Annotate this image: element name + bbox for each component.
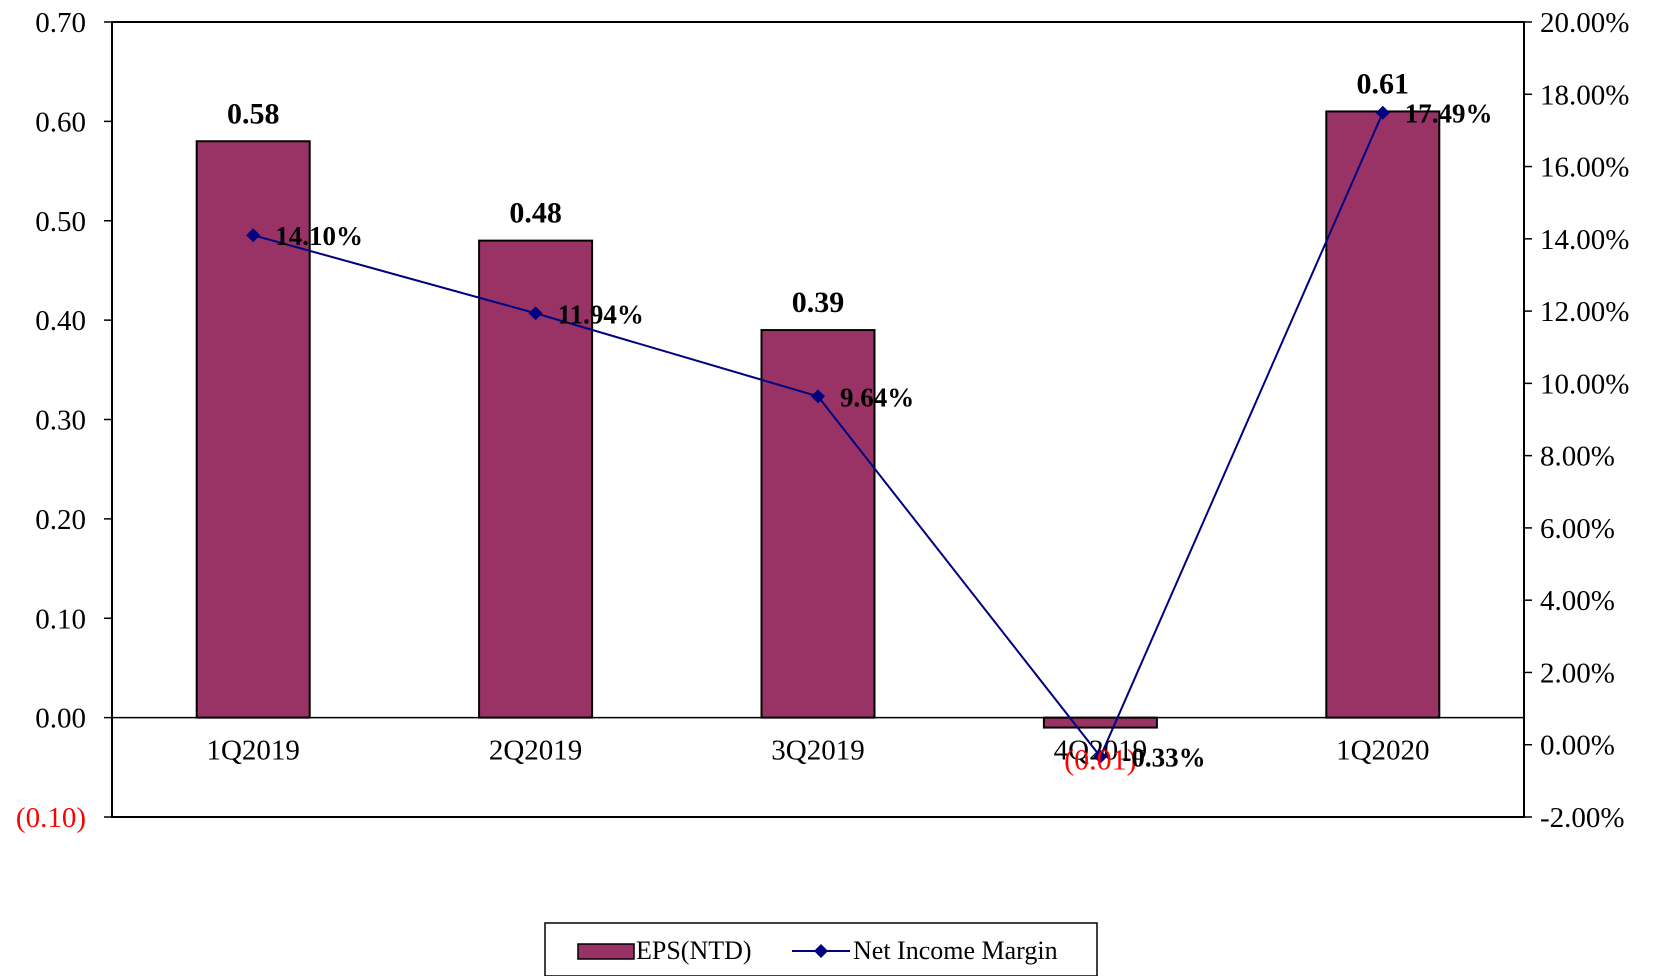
eps-data-label: (0.01) xyxy=(1064,744,1136,777)
eps-data-label: 0.48 xyxy=(509,197,562,230)
x-axis-category-label: 1Q2019 xyxy=(206,735,299,767)
right-axis-tick-label: 10.00% xyxy=(1540,368,1629,400)
net-income-margin-marker xyxy=(811,389,825,404)
legend-bar-label: EPS(NTD) xyxy=(636,936,752,965)
right-axis-tick-label: 6.00% xyxy=(1540,513,1615,545)
x-axis-category-label: 2Q2019 xyxy=(489,735,582,767)
legend-line-marker xyxy=(814,944,828,958)
net-income-margin-marker xyxy=(246,228,261,243)
right-axis-tick-label: 2.00% xyxy=(1540,657,1615,689)
x-axis-category-label: 1Q2020 xyxy=(1336,735,1429,767)
right-axis-tick-label: 8.00% xyxy=(1540,441,1615,473)
left-axis-tick-label: 0.60 xyxy=(35,106,86,138)
net-income-margin-data-label: 9.64% xyxy=(840,382,914,412)
left-axis-tick-label: 0.40 xyxy=(35,305,86,337)
eps-bar xyxy=(1325,110,1441,719)
net-income-margin-data-label: 17.49% xyxy=(1405,99,1493,129)
left-axis-tick-label: 0.10 xyxy=(35,603,86,635)
left-axis-tick-label: 0.50 xyxy=(35,206,86,238)
legend: EPS(NTD) Net Income Margin xyxy=(544,922,1098,976)
right-axis-tick-label: -2.00% xyxy=(1540,802,1625,834)
right-axis-tick-label: 0.00% xyxy=(1540,730,1615,762)
eps-data-label: 0.58 xyxy=(227,97,280,130)
left-axis-tick-label: 0.30 xyxy=(35,405,86,437)
right-axis-tick-label: 14.00% xyxy=(1540,224,1629,256)
right-axis-tick-label: 4.00% xyxy=(1540,585,1615,617)
right-axis-tick-label: 18.00% xyxy=(1540,79,1629,111)
x-axis-category-label: 3Q2019 xyxy=(771,735,864,767)
left-axis-tick-label: 0.20 xyxy=(35,504,86,536)
left-axis-tick-label: (0.10) xyxy=(16,802,86,834)
left-axis-tick-label: 0.00 xyxy=(35,703,86,735)
net-income-margin-data-label: 11.94% xyxy=(558,299,644,329)
eps-data-label: 0.39 xyxy=(792,286,845,319)
eps-data-label: 0.61 xyxy=(1357,67,1410,100)
net-income-margin-marker xyxy=(1093,749,1108,764)
right-axis-tick-label: 20.00% xyxy=(1540,7,1629,39)
eps-bar xyxy=(1042,716,1158,729)
net-income-margin-marker xyxy=(528,306,543,321)
legend-line-label: Net Income Margin xyxy=(853,936,1058,965)
net-income-margin-data-label: -0.33% xyxy=(1122,743,1205,773)
net-income-margin-data-label: 14.10% xyxy=(275,221,363,251)
right-axis-tick-label: 12.00% xyxy=(1540,296,1629,328)
right-axis-tick-label: 16.00% xyxy=(1540,152,1629,184)
left-axis-tick-label: 0.70 xyxy=(35,7,86,39)
net-income-margin-marker xyxy=(1375,105,1390,120)
legend-bar-swatch xyxy=(577,943,635,960)
